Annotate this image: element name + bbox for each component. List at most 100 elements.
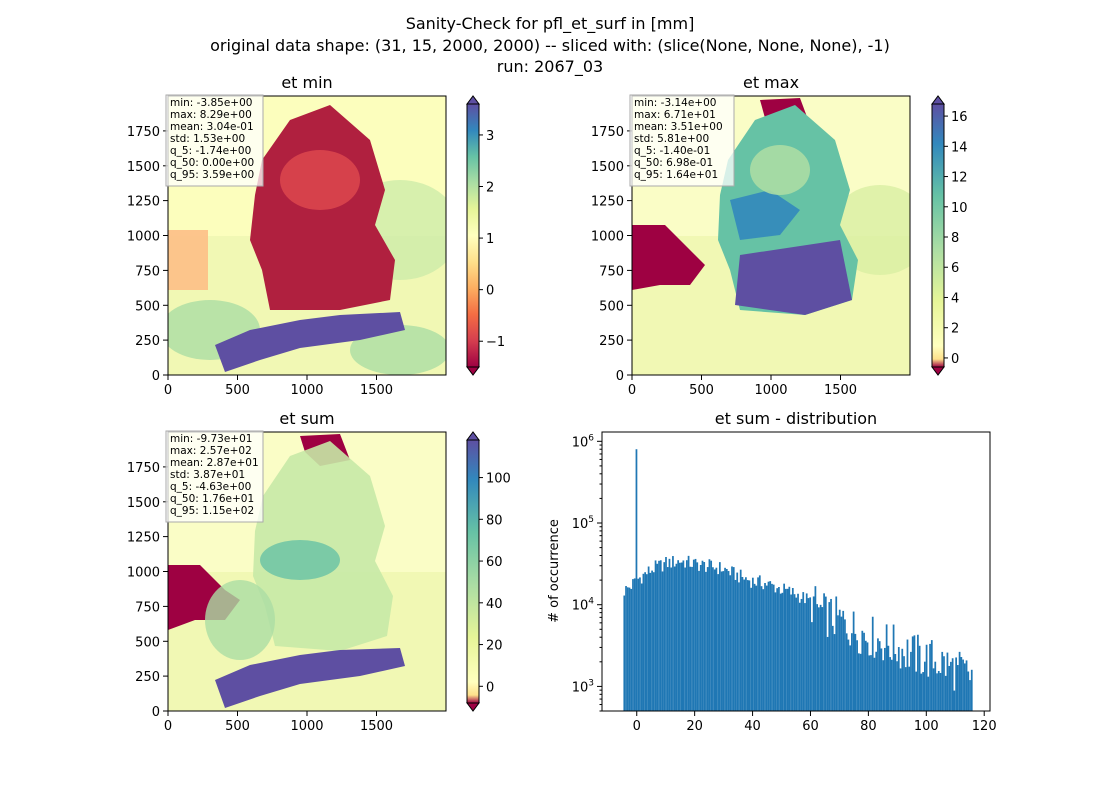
histogram-bar [937, 670, 940, 711]
histogram-bar [863, 632, 865, 711]
histogram-bar [857, 653, 860, 711]
colorbar-tick-label: 60 [486, 555, 503, 570]
histogram-bar [969, 680, 971, 711]
histogram-bar [625, 586, 627, 711]
histogram-bar [705, 571, 707, 711]
histogram-bar [904, 667, 907, 711]
histogram-bar [868, 655, 871, 711]
histogram-bar [939, 672, 942, 711]
histogram-bar [668, 558, 671, 711]
stat-line: mean: 3.51e+00 [634, 121, 723, 133]
histogram-bar [856, 640, 858, 711]
histogram-bar [826, 636, 829, 711]
histogram-bar [906, 639, 909, 711]
panel-title-et-max: et max [743, 73, 799, 92]
y-tick-label: 500 [135, 299, 160, 314]
histogram-bar [755, 585, 758, 711]
y-ticks-et-sum: 0 250 500 750 1000 1250 1500 1750 [127, 461, 168, 720]
x-ticks-et-min: 0 500 1000 1500 [164, 375, 393, 398]
histogram-bar [750, 587, 752, 711]
histogram-bar [685, 560, 688, 711]
x-tick-label: 0 [628, 383, 636, 398]
histogram-x-ticks: 0 20 40 60 80 100 120 [633, 711, 997, 734]
histogram-bar [963, 663, 966, 711]
x-tick-label: 1500 [360, 383, 393, 398]
x-tick-label: 1000 [754, 383, 787, 398]
y-tick-label: 0 [616, 369, 624, 384]
histogram-bar [630, 588, 633, 711]
histogram-y-ticks: 103 104 105 106 [572, 433, 602, 712]
histogram-bar [859, 653, 862, 711]
y-tick-label: 500 [599, 299, 624, 314]
histogram-bar [712, 567, 714, 711]
y-tick-label: 750 [135, 600, 160, 615]
y-tick-label: 1500 [127, 496, 160, 511]
histogram-bar [932, 668, 935, 711]
panel-title-et-sum: et sum [279, 409, 334, 428]
histogram-bar [706, 567, 709, 711]
histogram-bar [885, 624, 888, 711]
histogram-bar [845, 633, 848, 711]
histogram-bar [861, 630, 864, 711]
y-tick-label: 1750 [127, 125, 160, 140]
x-tick-label: 1000 [290, 719, 323, 734]
colorbar-extend-max [931, 95, 945, 105]
colorbar-tick-label: 4 [951, 291, 959, 306]
axes-frame [601, 431, 991, 712]
histogram-bar [930, 640, 933, 711]
stat-line: std: 3.87e+01 [170, 469, 245, 481]
panel-title-et-sum-distribution: et sum - distribution [715, 409, 877, 428]
histogram-bar [626, 587, 629, 711]
panel-et-sum: et sum 0 500 1000 1500 [127, 409, 511, 734]
histogram-bar [946, 652, 949, 711]
x-tick-label: 500 [689, 383, 714, 398]
histogram-bar [680, 562, 683, 711]
y-tick-label: 0 [152, 705, 160, 720]
histogram-bar [837, 615, 839, 711]
stat-line: q_5: -1.40e-01 [634, 145, 710, 157]
histogram-bar [745, 577, 747, 711]
histogram-bar [718, 562, 721, 711]
histogram-bar [765, 585, 768, 711]
histogram-bar [962, 659, 964, 711]
x-tick-label: 1500 [824, 383, 857, 398]
y-ticks-et-min: 0 250 500 750 1000 1250 1500 1750 [127, 125, 168, 384]
stat-line: q_50: 1.76e+01 [170, 493, 254, 505]
histogram-bar [823, 593, 825, 711]
histogram-bar [807, 598, 810, 711]
histogram-bar [790, 594, 792, 711]
histogram-bar [920, 673, 923, 711]
histogram-bar [840, 616, 843, 711]
histogram-bar [703, 562, 706, 711]
histogram-bar [722, 571, 725, 711]
histogram-bar [743, 579, 746, 711]
colorbar-et-max: 0 2 4 6 8 10 12 14 16 [931, 95, 968, 376]
histogram-bar [814, 586, 817, 711]
histogram-bar [696, 562, 699, 711]
histogram-bar [732, 567, 735, 711]
histogram-bar [739, 569, 742, 711]
histogram-bar [729, 575, 732, 711]
histogram-bar [967, 671, 970, 711]
histogram-bar [672, 556, 674, 711]
histogram-bar [802, 592, 805, 711]
histogram-bar [890, 659, 893, 711]
histogram-bar [911, 636, 914, 711]
histogram-bar [687, 555, 690, 711]
histogram-bar [915, 671, 918, 711]
histogram-bar [793, 594, 796, 711]
stats-box-et-sum: min: -9.73e+01 max: 2.57e+02 mean: 2.87e… [165, 430, 264, 523]
histogram-bar [633, 578, 636, 711]
x-tick-label: 120 [972, 719, 997, 734]
histogram-bar [816, 604, 819, 711]
histogram-bar [798, 602, 801, 711]
histogram-bar [923, 661, 926, 711]
stat-line: q_50: 6.98e-01 [634, 157, 713, 169]
x-tick-label: 500 [225, 719, 250, 734]
y-tick-label: 1000 [591, 230, 624, 245]
colorbar-et-sum: 0 20 40 60 80 100 [466, 431, 511, 712]
stat-line: mean: 2.87e+01 [170, 457, 259, 469]
y-tick-label: 0 [152, 369, 160, 384]
histogram-bar [819, 604, 822, 711]
colorbar-tick-label: 40 [486, 597, 503, 612]
